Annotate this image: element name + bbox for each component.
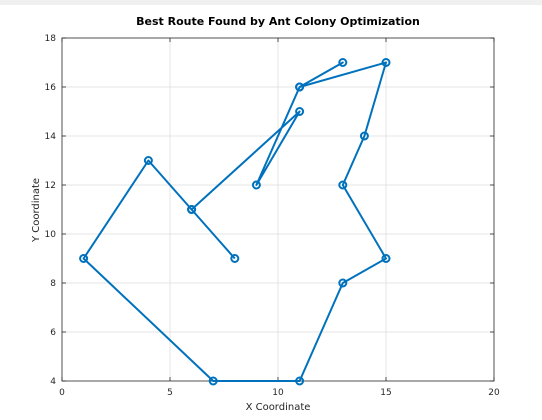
route-line (82, 61, 387, 382)
route-markers (79, 58, 391, 386)
route-point-marker (187, 205, 197, 214)
route-point-marker (381, 254, 391, 263)
route-point-marker (230, 254, 240, 263)
route-point-marker (251, 180, 261, 190)
toolbar-tool-icon[interactable]: ✓ (86, 0, 94, 4)
x-tick-label: 15 (380, 388, 391, 398)
route-point-marker (143, 156, 153, 165)
chart-title: Best Route Found by Ant Colony Optimizat… (136, 15, 420, 28)
route-point-marker (295, 107, 305, 116)
x-tick-label: 20 (488, 388, 500, 398)
route-point-marker (338, 58, 348, 67)
y-tick-label: 14 (45, 132, 57, 142)
route-point-marker (295, 82, 305, 92)
x-tick-label: 5 (167, 388, 173, 398)
route-point-marker (295, 376, 305, 386)
route-point-marker (208, 376, 218, 386)
x-tick-label: 10 (272, 388, 284, 398)
axis-ticks: 0 5 10 15 20 4 6 8 10 12 14 16 18 (45, 34, 500, 398)
y-tick-label: 12 (45, 181, 56, 191)
x-axis-label: X Coordinate (246, 402, 311, 413)
y-tick-label: 16 (45, 83, 57, 93)
y-tick-label: 8 (50, 279, 56, 289)
figure-toolbar-strip: ✓ ✓ ✓ ✓ ✓ ✓ (0, 0, 542, 5)
route-series (82, 61, 387, 382)
toolbar-tool-icon[interactable]: ✓ (30, 0, 38, 4)
y-tick-label: 6 (50, 328, 56, 338)
toolbar-tool-icon[interactable]: ✓ (148, 0, 156, 4)
y-tick-label: 10 (45, 230, 57, 240)
route-point-marker (79, 254, 89, 263)
route-point-marker (338, 180, 348, 190)
route-point-marker (359, 131, 369, 141)
y-axis-label: Y Coordinate (31, 178, 42, 243)
toolbar-tool-icon[interactable]: ✓ (66, 0, 74, 4)
x-tick-label: 0 (59, 388, 65, 398)
toolbar-tool-icon[interactable]: ✓ (8, 0, 16, 4)
route-point-marker (381, 58, 391, 67)
toolbar-tool-icon[interactable]: ✓ (122, 0, 130, 4)
y-tick-label: 18 (45, 34, 57, 44)
y-tick-label: 4 (50, 377, 56, 387)
route-point-marker (338, 278, 348, 288)
